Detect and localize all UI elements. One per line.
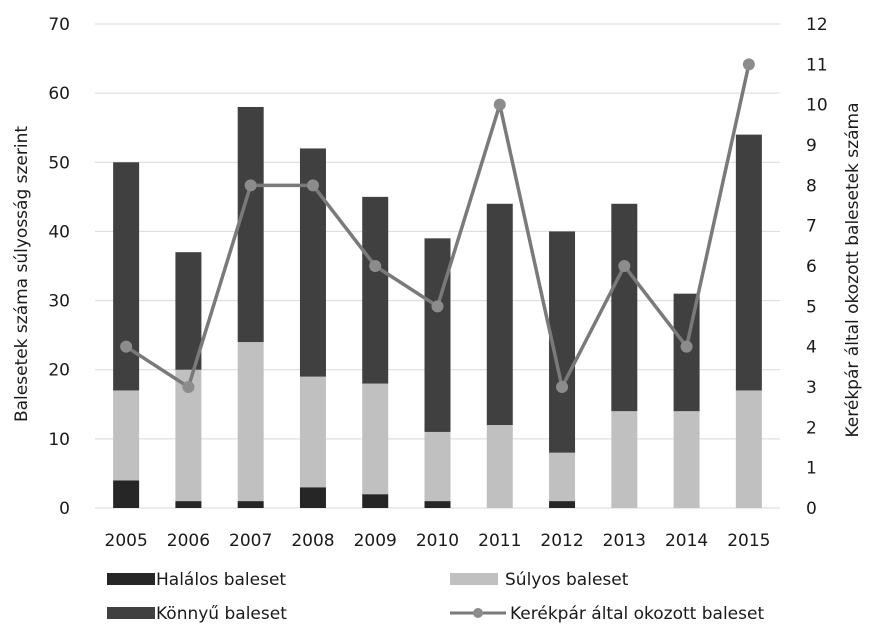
bar-sulyos-2014 <box>673 411 700 508</box>
bar-halalos-2010 <box>424 501 451 508</box>
y2-tick-12: 12 <box>806 15 828 35</box>
point-kerekpar-2013 <box>618 260 631 272</box>
bar-konnyu-2013 <box>611 203 638 412</box>
y2-tick-6: 6 <box>806 257 817 277</box>
y2-tick-7: 7 <box>806 217 817 237</box>
bar-halalos-2006 <box>175 501 202 508</box>
y-tick-60: 60 <box>48 84 70 104</box>
point-kerekpar-2007 <box>244 179 257 192</box>
bar-sulyos-2009 <box>362 383 389 495</box>
x-tick-2013: 2013 <box>603 531 646 551</box>
x-tick-2012: 2012 <box>540 531 583 551</box>
bar-konnyu-2015 <box>735 134 762 391</box>
x-tick-2006: 2006 <box>167 531 210 551</box>
y2-axis-title: Kerékpár által okozott balesetek száma <box>843 103 863 438</box>
y2-tick-9: 9 <box>806 136 817 156</box>
bars <box>113 106 762 508</box>
bar-konnyu-2007 <box>237 106 264 343</box>
x-tick-2009: 2009 <box>354 531 397 551</box>
y-tick-10: 10 <box>48 430 70 450</box>
y-tick-30: 30 <box>48 292 70 312</box>
legend-label-halalos: Halálos baleset <box>156 570 286 590</box>
point-kerekpar-2011 <box>493 98 506 111</box>
legend-label-sulyos: Súlyos baleset <box>505 570 629 590</box>
bar-sulyos-2013 <box>611 411 638 508</box>
bar-konnyu-2010 <box>424 238 451 432</box>
bar-halalos-2005 <box>113 480 140 508</box>
y-axis-title: Balesetek száma súlyosság szerint <box>12 126 32 422</box>
bar-konnyu-2006 <box>175 252 202 370</box>
point-kerekpar-2005 <box>120 340 133 353</box>
bar-halalos-2009 <box>362 494 389 508</box>
point-kerekpar-2015 <box>742 58 755 71</box>
y-tick-70: 70 <box>48 15 70 35</box>
y2-tick-4: 4 <box>806 338 817 358</box>
legend-item-kerekpar: Kerékpár által okozott baleset <box>450 604 764 624</box>
bar-halalos-2012 <box>549 501 576 508</box>
x-tick-2010: 2010 <box>416 531 459 551</box>
legend-swatch-sulyos <box>450 573 498 585</box>
point-kerekpar-2012 <box>556 381 569 393</box>
bar-halalos-2007 <box>237 501 264 508</box>
bar-sulyos-2005 <box>113 390 140 481</box>
legend-item-halalos: Halálos baleset <box>107 570 286 590</box>
y2-tick-0: 0 <box>806 499 817 519</box>
bar-konnyu-2011 <box>486 203 513 426</box>
y-tick-50: 50 <box>48 153 70 173</box>
legend-marker-kerekpar <box>473 608 483 618</box>
legend-item-konnyu: Könnyű baleset <box>107 604 287 624</box>
x-tick-2005: 2005 <box>105 531 148 551</box>
x-tick-2014: 2014 <box>665 531 708 551</box>
x-tick-2008: 2008 <box>291 531 334 551</box>
y-tick-0: 0 <box>59 499 70 519</box>
x-tick-2007: 2007 <box>229 531 272 551</box>
y2-tick-3: 3 <box>806 378 817 398</box>
y2-tick-1: 1 <box>806 459 817 479</box>
y-tick-40: 40 <box>48 222 70 242</box>
legend: Halálos baleset Súlyos baleset Könnyű ba… <box>107 570 764 624</box>
point-kerekpar-2014 <box>680 340 693 353</box>
y-axis-left: 0 10 20 30 40 50 60 70 <box>48 15 70 519</box>
bar-halalos-2008 <box>299 487 326 508</box>
point-kerekpar-2008 <box>306 179 319 192</box>
legend-swatch-konnyu <box>107 607 155 619</box>
x-axis: 2005 2006 2007 2008 2009 2010 2011 2012 2013 2014… <box>105 531 771 551</box>
y2-tick-10: 10 <box>806 96 828 116</box>
point-kerekpar-2010 <box>431 300 444 313</box>
legend-label-konnyu: Könnyű baleset <box>156 604 287 624</box>
legend-label-kerekpar: Kerékpár által okozott baleset <box>510 604 764 624</box>
legend-swatch-halalos <box>107 573 155 585</box>
bar-konnyu-2009 <box>362 196 389 384</box>
legend-item-sulyos: Súlyos baleset <box>450 570 629 590</box>
x-tick-2011: 2011 <box>478 531 521 551</box>
bar-sulyos-2015 <box>735 390 762 508</box>
bar-sulyos-2010 <box>424 431 451 502</box>
line-series <box>120 58 755 393</box>
bar-sulyos-2008 <box>299 376 326 488</box>
y2-tick-2: 2 <box>806 418 817 438</box>
bar-konnyu-2005 <box>113 162 140 391</box>
point-kerekpar-2009 <box>369 260 382 272</box>
y2-tick-11: 11 <box>806 55 828 75</box>
y-tick-20: 20 <box>48 361 70 381</box>
x-tick-2015: 2015 <box>727 531 770 551</box>
bar-sulyos-2012 <box>549 452 576 502</box>
y2-tick-5: 5 <box>806 297 817 317</box>
bar-sulyos-2007 <box>237 342 264 502</box>
bar-sulyos-2011 <box>486 425 513 508</box>
point-kerekpar-2006 <box>182 381 195 393</box>
y2-tick-8: 8 <box>806 176 817 196</box>
